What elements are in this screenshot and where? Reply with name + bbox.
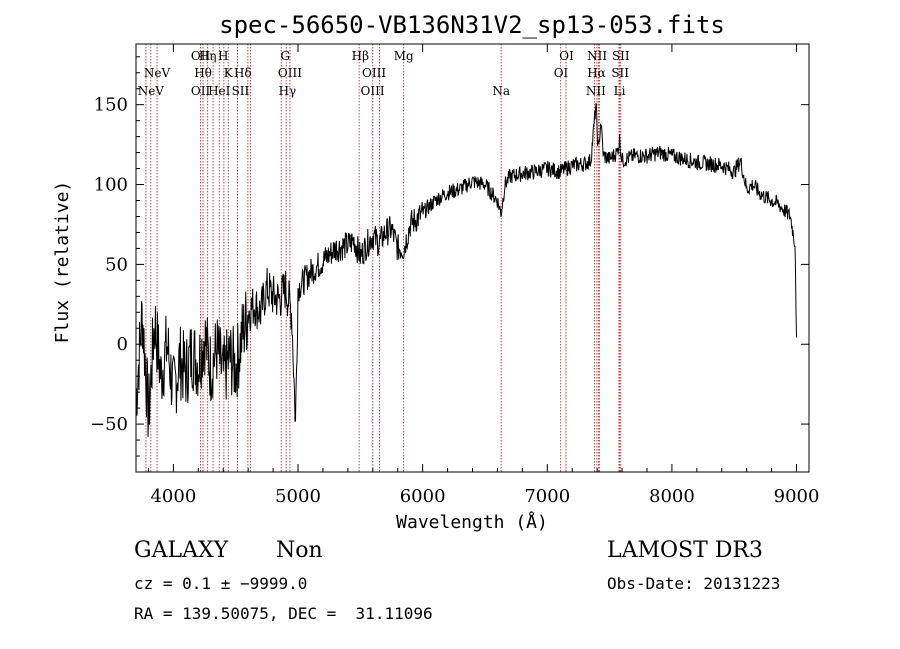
emission-line-label: Hα bbox=[587, 66, 606, 80]
emission-line-label: OIII bbox=[278, 66, 302, 80]
emission-line-label: Mg bbox=[394, 49, 414, 63]
x-axis-label: Wavelength (Å) bbox=[396, 511, 548, 533]
emission-line-label: G bbox=[281, 49, 291, 63]
emission-line-label: OIII bbox=[361, 84, 385, 98]
emission-line-label: NeV bbox=[138, 84, 165, 98]
y-tick-label: 150 bbox=[94, 95, 128, 116]
x-tick-label: 6000 bbox=[400, 486, 446, 507]
emission-line-label: Hγ bbox=[279, 84, 297, 98]
chart-title: spec-56650-VB136N31V2_sp13-053.fits bbox=[219, 11, 725, 39]
redshift-cz: cz = 0.1 ± −9999.0 bbox=[134, 574, 308, 593]
emission-line-label: Na bbox=[492, 84, 510, 98]
emission-line-labels: NeV NeV OII OII Hθ Hη HeI HK SII Hδ G OIII Hγ Hβ OIII O… bbox=[138, 49, 630, 98]
emission-line-label: Hθ bbox=[194, 66, 212, 80]
emission-line-label: K bbox=[224, 66, 234, 80]
survey-name: LAMOST DR3 bbox=[607, 538, 763, 563]
emission-line-label: Hδ bbox=[234, 66, 252, 80]
emission-line-markers bbox=[145, 44, 622, 472]
x-tick-label: 5000 bbox=[275, 486, 321, 507]
y-axis-label: Flux (relative) bbox=[52, 181, 73, 344]
emission-line-label: OI bbox=[554, 66, 569, 80]
y-tick-label: 0 bbox=[117, 334, 128, 355]
object-class: GALAXY bbox=[134, 538, 229, 563]
obs-date: Obs-Date: 20131223 bbox=[607, 574, 781, 593]
x-tick-label: 9000 bbox=[774, 486, 820, 507]
emission-line-label: NeV bbox=[144, 66, 171, 80]
x-tick-label: 4000 bbox=[150, 486, 196, 507]
emission-line-label: OIII bbox=[362, 66, 386, 80]
y-axis-ticks: −50 0 50 100 150 bbox=[90, 56, 809, 457]
object-subclass: Non bbox=[276, 538, 323, 563]
x-tick-label: 7000 bbox=[524, 486, 570, 507]
x-axis-ticks: 4000 5000 6000 7000 8000 9000 bbox=[147, 44, 820, 507]
emission-line-label: OII bbox=[191, 49, 211, 63]
emission-line-label: OII bbox=[191, 84, 211, 98]
y-tick-label: 50 bbox=[105, 254, 128, 275]
y-tick-label: 100 bbox=[94, 175, 128, 196]
emission-line-label: Hη bbox=[199, 49, 217, 63]
emission-line-label: NII bbox=[587, 49, 607, 63]
spectrum-series bbox=[135, 103, 797, 437]
ra-dec-coords: RA = 139.50075, DEC = 31.11096 bbox=[134, 604, 433, 623]
x-tick-label: 8000 bbox=[649, 486, 695, 507]
spectrum-line bbox=[135, 103, 797, 437]
y-tick-label: −50 bbox=[90, 414, 128, 435]
emission-line-label: SII bbox=[612, 49, 630, 63]
emission-line-label: OI bbox=[559, 49, 574, 63]
emission-line-label: NII bbox=[586, 84, 606, 98]
emission-line-label: SII bbox=[611, 66, 629, 80]
emission-line-label: SII bbox=[232, 84, 250, 98]
emission-line-label: Hβ bbox=[352, 49, 369, 63]
emission-line-label: H bbox=[218, 49, 228, 63]
emission-line-label: HeI bbox=[208, 84, 231, 98]
plot-frame bbox=[135, 43, 810, 473]
emission-line-label: Li bbox=[614, 84, 626, 98]
